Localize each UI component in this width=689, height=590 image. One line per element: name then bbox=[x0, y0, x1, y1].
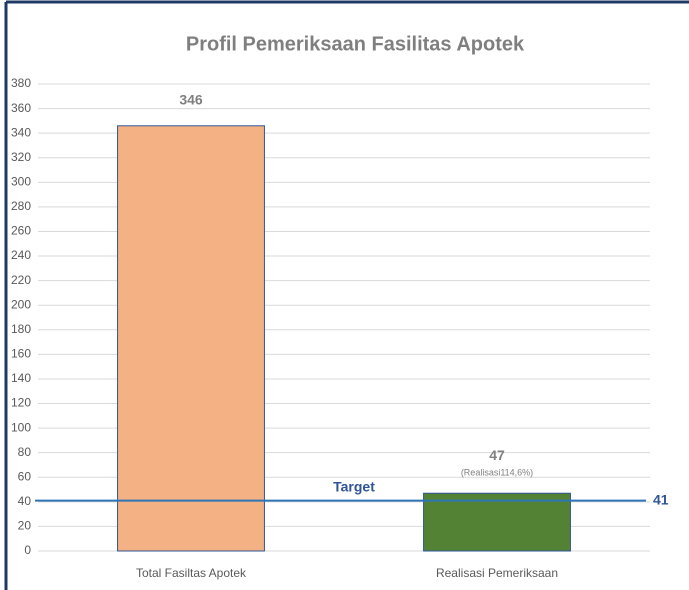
y-tick-label: 100 bbox=[11, 420, 31, 434]
y-tick-label: 180 bbox=[11, 322, 31, 336]
y-tick-label: 320 bbox=[11, 150, 31, 164]
y-tick-label: 380 bbox=[11, 76, 31, 90]
y-tick-label: 80 bbox=[18, 445, 32, 459]
y-tick-label: 200 bbox=[11, 297, 31, 311]
data-label: 47 bbox=[489, 447, 505, 463]
annotation: (Realisasi114,6%) bbox=[461, 468, 533, 478]
bar bbox=[423, 492, 571, 552]
x-tick-label: Total Fasiltas Apotek bbox=[136, 566, 247, 580]
y-tick-label: 260 bbox=[11, 224, 31, 238]
y-tick-label: 300 bbox=[11, 174, 31, 188]
bar bbox=[117, 125, 265, 552]
y-tick-label: 160 bbox=[11, 347, 31, 361]
y-tick-label: 220 bbox=[11, 273, 31, 287]
y-tick-label: 60 bbox=[18, 469, 32, 483]
y-tick-label: 120 bbox=[11, 396, 31, 410]
x-tick-label: Realisasi Pemeriksaan bbox=[436, 566, 558, 580]
target-label: Target bbox=[333, 478, 375, 494]
y-tick-label: 360 bbox=[11, 101, 31, 115]
data-label: 346 bbox=[179, 91, 203, 107]
y-tick-label: 40 bbox=[18, 494, 32, 508]
y-tick-label: 0 bbox=[24, 543, 31, 557]
y-tick-label: 280 bbox=[11, 199, 31, 213]
y-tick-label: 340 bbox=[11, 125, 31, 139]
y-tick-label: 20 bbox=[18, 519, 32, 533]
y-tick-label: 140 bbox=[11, 371, 31, 385]
chart-title: Profil Pemeriksaan Fasilitas Apotek bbox=[186, 33, 525, 55]
target-value: 41 bbox=[653, 491, 669, 507]
y-tick-label: 240 bbox=[11, 248, 31, 262]
